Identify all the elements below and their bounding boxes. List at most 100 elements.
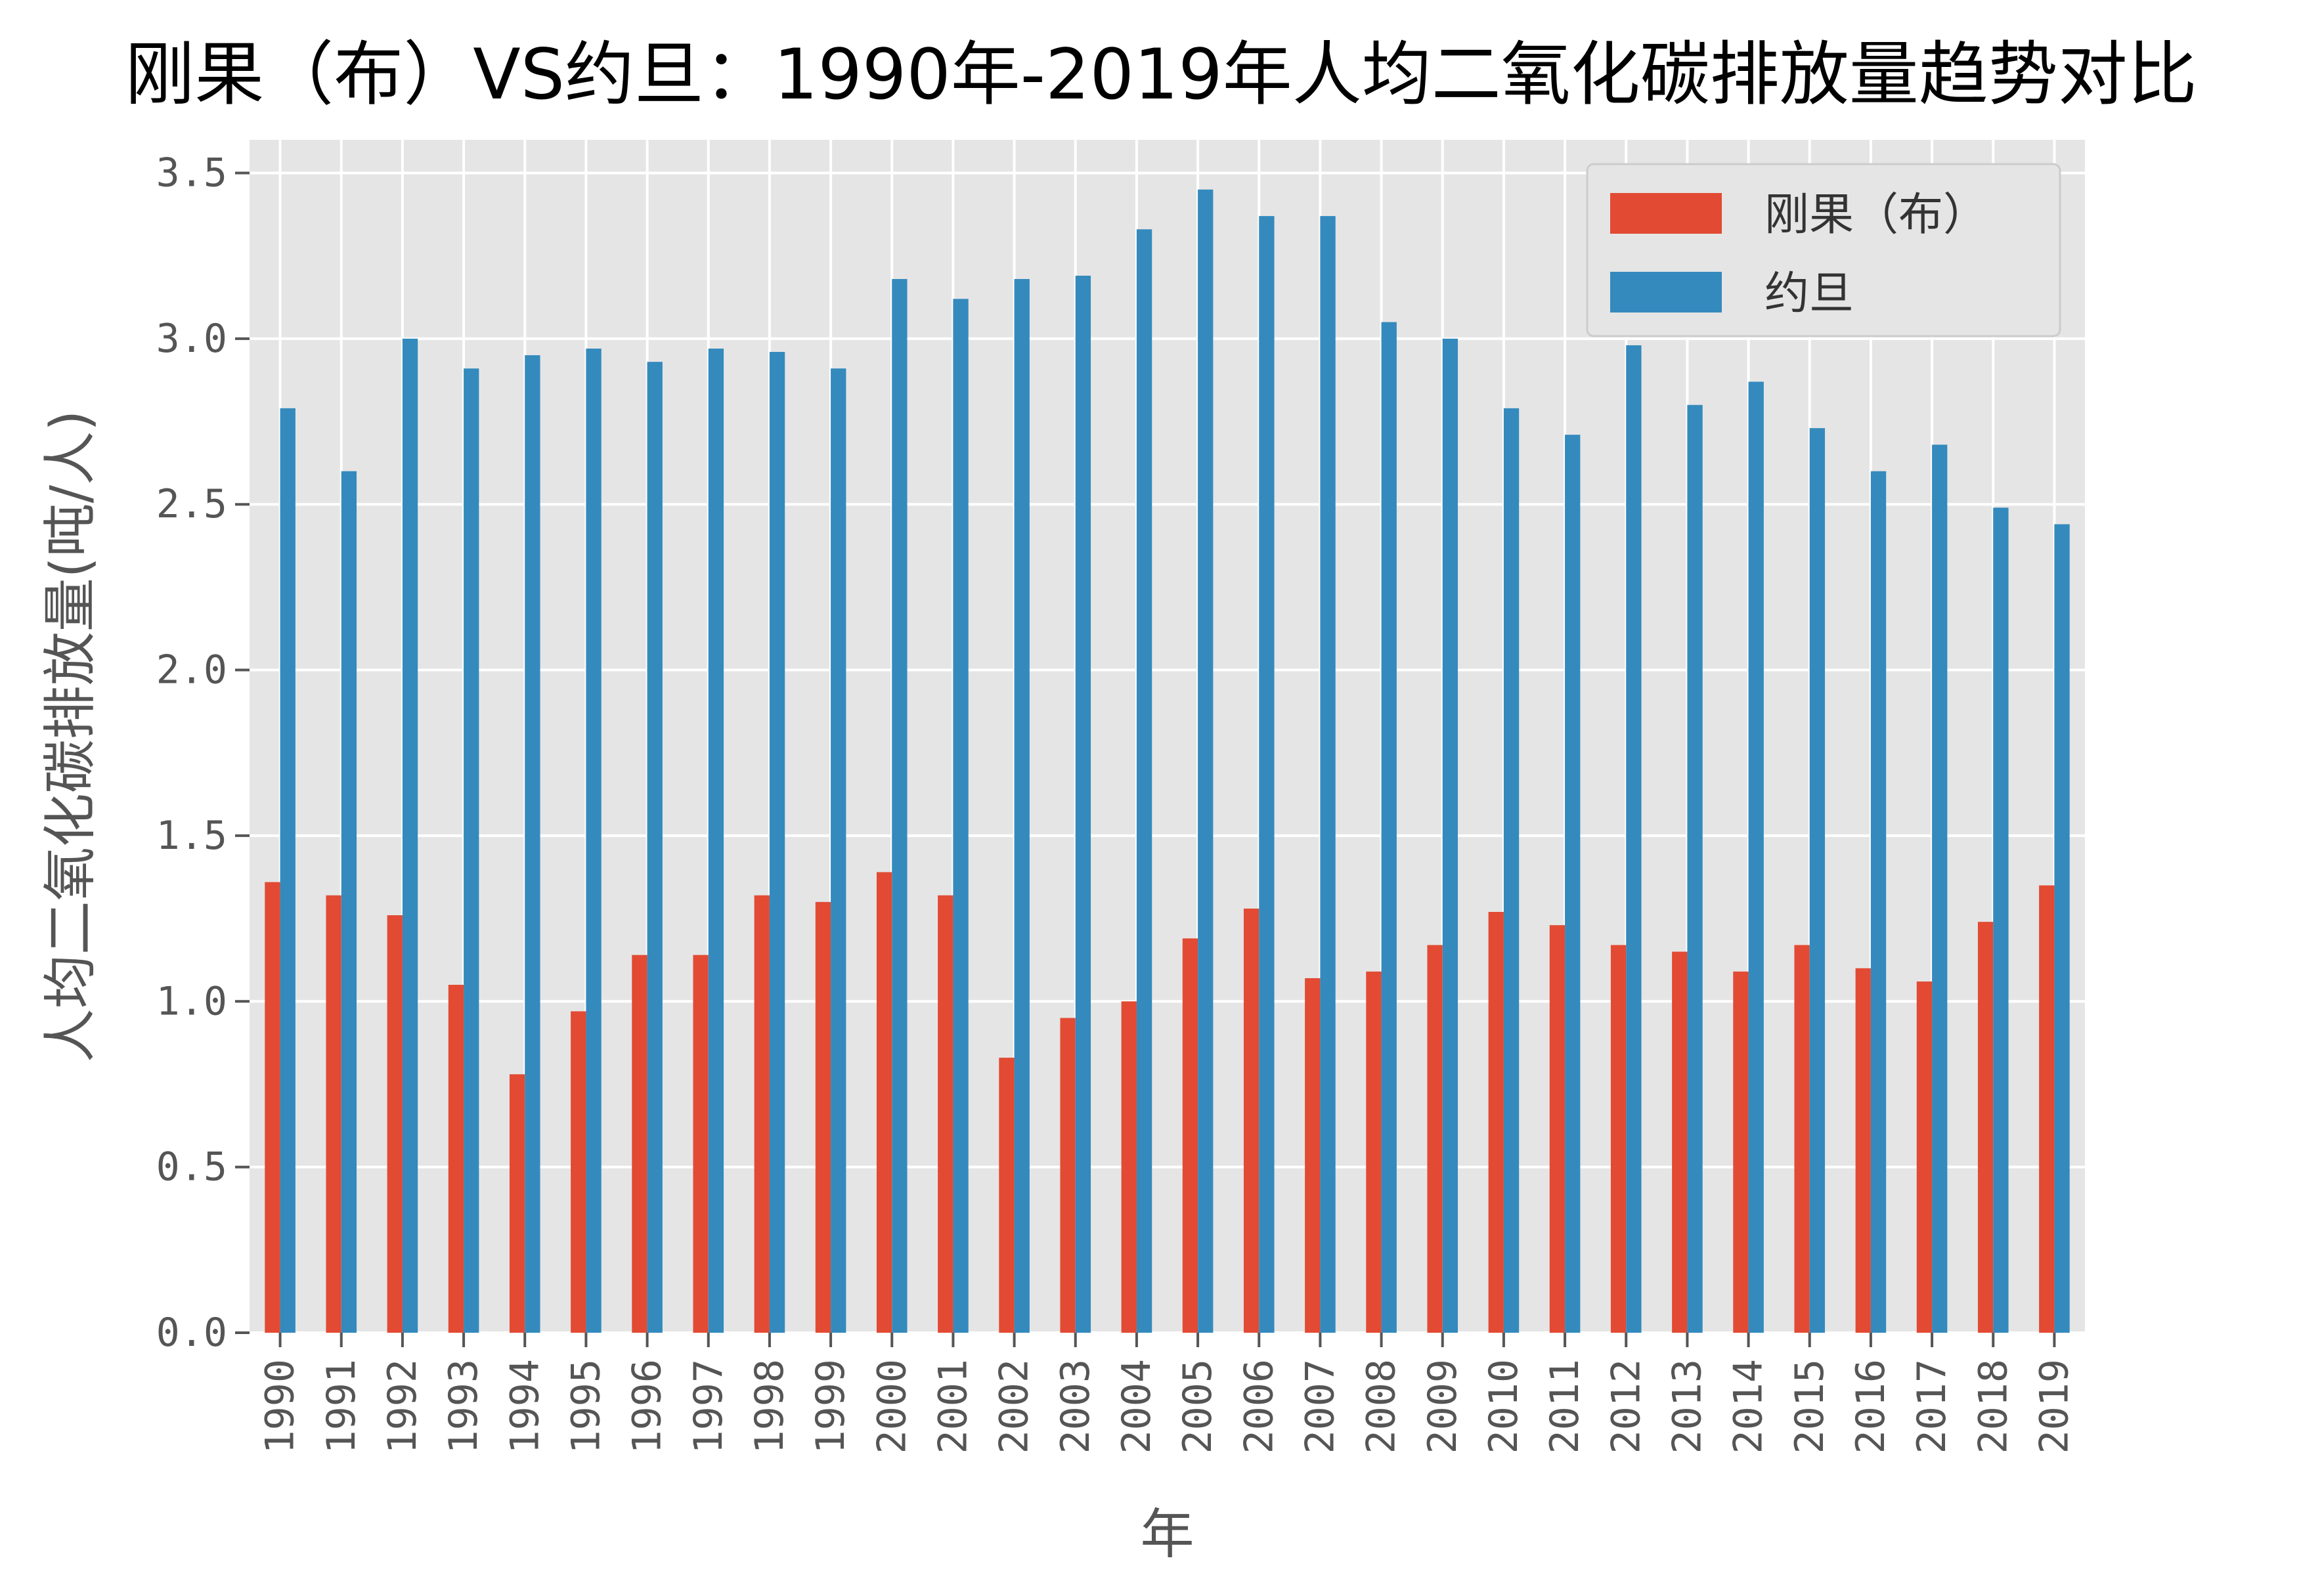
- y-tick-label: 2.0: [156, 647, 227, 693]
- y-axis-label: 人均二氧化碳排放量(吨/人): [39, 410, 102, 1063]
- bar-congo-1992: [387, 915, 403, 1333]
- x-tick-label: 1996: [624, 1359, 670, 1454]
- legend-swatch: [1610, 272, 1722, 313]
- x-tick-label: 2009: [1420, 1359, 1466, 1454]
- bar-jordan-1994: [525, 355, 540, 1333]
- x-tick-label: 2008: [1359, 1359, 1405, 1454]
- bar-jordan-2003: [1075, 275, 1091, 1333]
- bar-congo-2013: [1672, 951, 1688, 1333]
- x-tick-label: 2011: [1542, 1359, 1588, 1454]
- bar-congo-2007: [1305, 978, 1321, 1333]
- bar-congo-2000: [876, 872, 892, 1333]
- bar-congo-2019: [2039, 885, 2055, 1333]
- x-tick-label: 2010: [1481, 1359, 1527, 1454]
- x-tick-label: 2002: [992, 1359, 1038, 1454]
- bar-jordan-2002: [1014, 278, 1030, 1333]
- bar-congo-2001: [938, 895, 953, 1333]
- bar-congo-2005: [1182, 938, 1198, 1333]
- bar-jordan-1996: [647, 362, 663, 1333]
- x-tick-label: 2006: [1236, 1359, 1282, 1454]
- x-tick-label: 2012: [1603, 1359, 1649, 1454]
- bar-jordan-2007: [1320, 216, 1336, 1333]
- x-axis-label: 年: [1140, 1503, 1194, 1566]
- bar-congo-2010: [1488, 912, 1504, 1333]
- x-tick-label: 1992: [380, 1359, 426, 1454]
- bar-congo-2018: [1977, 922, 1994, 1333]
- legend-label: 约旦: [1764, 268, 1854, 320]
- bar-jordan-2010: [1503, 408, 1520, 1333]
- x-tick-label: 1993: [441, 1359, 487, 1454]
- x-tick-label: 1998: [747, 1359, 793, 1454]
- bar-jordan-1992: [402, 338, 418, 1333]
- x-tick-label: 2019: [2031, 1359, 2077, 1454]
- bar-jordan-2004: [1136, 229, 1152, 1333]
- bar-congo-2002: [999, 1058, 1015, 1333]
- y-tick-label: 0.5: [156, 1144, 227, 1190]
- legend-swatch: [1610, 193, 1722, 234]
- bar-jordan-2006: [1259, 216, 1275, 1333]
- bar-jordan-1993: [464, 368, 479, 1333]
- x-tick-label: 2013: [1664, 1359, 1710, 1454]
- legend: 刚果（布） 约旦: [1586, 163, 2061, 337]
- bar-congo-1999: [815, 901, 831, 1333]
- bar-congo-1991: [326, 895, 341, 1333]
- x-tick-label: 2007: [1297, 1359, 1343, 1454]
- chart-title: 刚果（布）VS约旦：1990年-2019年人均二氧化碳排放量趋势对比: [125, 34, 2197, 115]
- bar-congo-2003: [1060, 1018, 1076, 1333]
- bar-congo-1994: [509, 1074, 525, 1333]
- x-tick-label: 1991: [318, 1359, 364, 1454]
- x-tick-label: 2000: [869, 1359, 915, 1454]
- y-axis-ticks: 0.0 0.5 1.0 1.5 2.0 2.5 3.0 3.5: [156, 150, 250, 1356]
- y-tick-label: 3.0: [156, 316, 227, 362]
- y-tick-label: 1.5: [156, 813, 227, 859]
- bar-jordan-2009: [1442, 338, 1458, 1333]
- bar-jordan-2019: [2054, 524, 2070, 1333]
- bar-congo-1998: [754, 895, 770, 1333]
- bar-jordan-2013: [1687, 404, 1703, 1333]
- bar-congo-1990: [265, 882, 280, 1333]
- bar-jordan-1990: [280, 408, 296, 1333]
- bar-jordan-2014: [1748, 381, 1764, 1333]
- bar-congo-2008: [1366, 971, 1382, 1333]
- bar-jordan-2000: [892, 278, 908, 1333]
- x-tick-label: 2015: [1787, 1359, 1833, 1454]
- y-tick-label: 1.0: [156, 978, 227, 1024]
- bar-jordan-1998: [769, 352, 785, 1333]
- bar-jordan-1999: [831, 368, 846, 1333]
- bar-congo-1996: [632, 955, 647, 1333]
- bar-congo-2014: [1733, 971, 1749, 1333]
- x-tick-label: 1990: [257, 1359, 303, 1454]
- bar-congo-2017: [1916, 981, 1933, 1333]
- x-axis-ticks: 1990 1991 1992 1993 1994 1995 1996 1997 1998 1999…: [257, 1333, 2077, 1454]
- x-tick-label: 1997: [686, 1359, 732, 1454]
- x-tick-label: 1995: [563, 1359, 609, 1454]
- bar-jordan-2018: [1993, 507, 2009, 1333]
- y-tick-label: 0.0: [156, 1310, 227, 1356]
- x-tick-label: 2014: [1726, 1359, 1772, 1454]
- bar-jordan-2011: [1565, 435, 1581, 1333]
- bar-congo-2015: [1794, 945, 1810, 1333]
- x-tick-label: 2001: [930, 1359, 976, 1454]
- bar-jordan-1991: [341, 471, 357, 1333]
- x-tick-label: 2005: [1175, 1359, 1221, 1454]
- bar-jordan-2001: [953, 299, 969, 1333]
- bar-jordan-2017: [1932, 444, 1948, 1333]
- bar-jordan-1997: [708, 348, 724, 1333]
- bar-congo-2011: [1549, 925, 1566, 1333]
- bar-jordan-2016: [1870, 471, 1887, 1333]
- bar-congo-2006: [1243, 908, 1260, 1333]
- x-tick-label: 1999: [808, 1359, 854, 1454]
- x-tick-label: 2016: [1848, 1359, 1894, 1454]
- y-tick-label: 2.5: [156, 481, 227, 527]
- bar-congo-1995: [571, 1011, 586, 1333]
- bar-jordan-2008: [1381, 322, 1397, 1333]
- x-tick-label: 2017: [1909, 1359, 1955, 1454]
- legend-label: 刚果（布）: [1764, 189, 1988, 241]
- bar-congo-1993: [448, 985, 464, 1333]
- bar-jordan-2015: [1809, 428, 1826, 1333]
- bar-congo-1997: [693, 955, 709, 1333]
- x-tick-label: 2004: [1114, 1359, 1160, 1454]
- bar-congo-2012: [1610, 945, 1627, 1333]
- x-tick-label: 1994: [502, 1359, 548, 1454]
